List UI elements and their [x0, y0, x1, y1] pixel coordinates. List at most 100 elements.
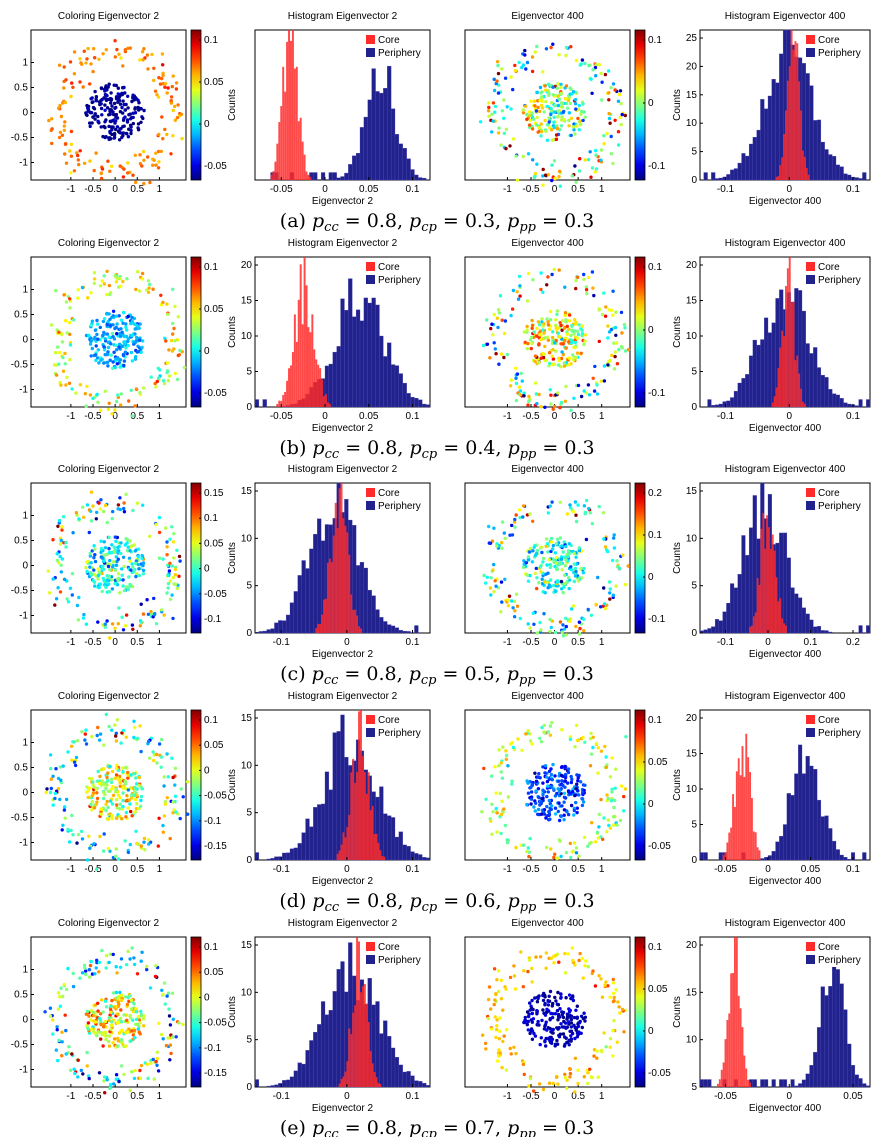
x-tick-label: 0.5 — [130, 411, 144, 422]
periphery-point — [511, 745, 516, 750]
x-tick-label: 0.2 — [846, 637, 860, 648]
periphery-point — [622, 809, 626, 813]
periphery-point — [619, 122, 623, 127]
periphery-point — [619, 101, 623, 106]
core-bar — [722, 1062, 725, 1087]
periphery-point — [176, 103, 180, 107]
periphery-point — [535, 44, 539, 49]
periphery-bar — [383, 1020, 388, 1088]
periphery-point — [552, 267, 556, 272]
periphery-point — [493, 579, 497, 583]
periphery-point — [171, 775, 175, 780]
core-point — [112, 549, 116, 553]
periphery-point — [114, 1073, 119, 1077]
periphery-point — [504, 127, 509, 131]
periphery-point — [618, 1011, 622, 1015]
periphery-bar — [752, 137, 757, 181]
caption-equals: = — [536, 437, 564, 459]
legend-swatch-core — [806, 262, 815, 271]
core-point — [577, 323, 581, 327]
periphery-bar — [775, 82, 780, 181]
panel-title: Coloring Eigenvector 2 — [58, 11, 160, 22]
periphery-point — [602, 1031, 606, 1035]
periphery-point — [121, 728, 126, 733]
periphery-point — [514, 366, 518, 370]
periphery-bar — [379, 786, 384, 861]
periphery-point — [63, 1013, 67, 1017]
periphery-point — [68, 332, 72, 336]
periphery-point — [519, 371, 523, 376]
core-point — [133, 797, 138, 802]
periphery-point — [135, 972, 140, 976]
periphery-point — [526, 969, 530, 974]
periphery-point — [172, 556, 176, 560]
periphery-bar — [737, 382, 742, 408]
core-point — [92, 544, 96, 548]
periphery-point — [131, 508, 135, 513]
periphery-point — [100, 279, 105, 283]
periphery-point — [54, 767, 58, 771]
periphery-point — [490, 130, 494, 134]
periphery-point — [124, 963, 129, 967]
core-point — [551, 543, 556, 548]
core-point — [113, 568, 118, 572]
core-point — [537, 1023, 541, 1027]
core-point — [564, 101, 569, 106]
periphery-point — [562, 627, 567, 631]
periphery-bar — [764, 108, 769, 181]
periphery-point — [501, 1039, 505, 1044]
core-point — [90, 777, 94, 781]
periphery-point — [499, 761, 503, 765]
core-bar — [790, 30, 793, 180]
periphery-point — [576, 503, 580, 507]
periphery-point — [584, 537, 589, 542]
x-tick-label: -0.1 — [273, 637, 291, 648]
core-point — [101, 781, 105, 786]
periphery-point — [132, 735, 136, 740]
core-point — [95, 318, 99, 323]
core-point — [568, 101, 573, 106]
periphery-point — [178, 559, 182, 563]
periphery-point — [69, 171, 73, 175]
periphery-point — [560, 728, 564, 732]
core-point — [539, 1036, 543, 1040]
periphery-point — [509, 107, 513, 111]
periphery-point — [577, 632, 582, 636]
periphery-point — [586, 844, 590, 848]
legend-swatch-core — [806, 942, 815, 951]
periphery-bar — [266, 858, 271, 861]
periphery-point — [111, 509, 115, 514]
core-point — [126, 339, 130, 343]
periphery-point — [495, 830, 499, 834]
caption-symbol: p — [409, 890, 421, 912]
core-point — [567, 576, 571, 580]
panel-title: Eigenvector 400 — [511, 238, 584, 249]
core-point — [556, 363, 561, 367]
legend-label-core: Core — [818, 35, 840, 46]
core-point — [121, 133, 125, 138]
periphery-bar — [297, 1062, 302, 1088]
core-point — [103, 125, 107, 130]
x-tick-label: -0.5 — [522, 184, 540, 195]
periphery-point — [552, 855, 556, 860]
core-point — [125, 132, 129, 136]
core-bar — [786, 268, 789, 407]
core-point — [534, 779, 539, 783]
periphery-point — [145, 967, 149, 972]
core-point — [129, 131, 133, 136]
core-point — [572, 329, 576, 333]
periphery-point — [563, 951, 567, 956]
core-point — [124, 815, 128, 819]
core-point — [138, 804, 143, 808]
periphery-point — [121, 64, 125, 68]
caption-pcc-value: 0.8 — [367, 437, 397, 459]
core-point — [537, 795, 541, 800]
panel-title: Eigenvector 400 — [511, 918, 584, 929]
core-point — [140, 556, 144, 561]
core-point — [534, 789, 538, 793]
histogram-bars — [254, 482, 419, 634]
periphery-point — [613, 354, 617, 359]
periphery-point — [606, 336, 610, 340]
core-point — [547, 558, 551, 562]
periphery-bar — [752, 339, 757, 408]
